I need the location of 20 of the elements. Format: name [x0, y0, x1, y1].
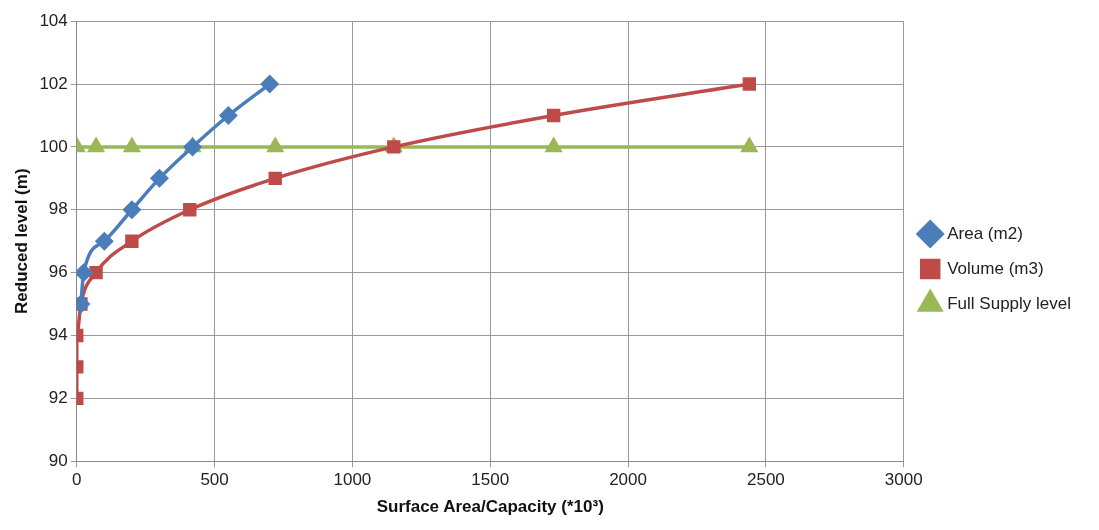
x-tick-label: 1500	[471, 470, 510, 490]
legend-label: Area (m2)	[947, 223, 1023, 243]
x-tick-label: 0	[72, 470, 82, 490]
x-tick-label: 3000	[884, 470, 923, 490]
x-axis-title: Surface Area/Capacity (*10³)	[376, 497, 604, 517]
x-tick-label: 2000	[609, 470, 647, 490]
y-tick-label: 90	[48, 450, 68, 470]
x-tick-label: 2500	[746, 470, 785, 490]
y-tick-label: 92	[48, 388, 68, 408]
y-tick-label: 96	[48, 262, 68, 282]
legend-label: Full Supply level	[947, 293, 1071, 313]
x-tick-label: 500	[200, 470, 229, 490]
y-tick-label: 102	[39, 73, 68, 93]
y-tick-label: 104	[39, 10, 68, 30]
x-tick-label: 1000	[333, 470, 372, 490]
y-tick-label: 100	[39, 136, 68, 156]
y-tick-label: 98	[48, 199, 68, 219]
y-tick-label: 94	[48, 325, 68, 345]
y-axis-title: Reduced level (m)	[11, 168, 31, 314]
legend-label: Volume (m3)	[947, 258, 1044, 278]
